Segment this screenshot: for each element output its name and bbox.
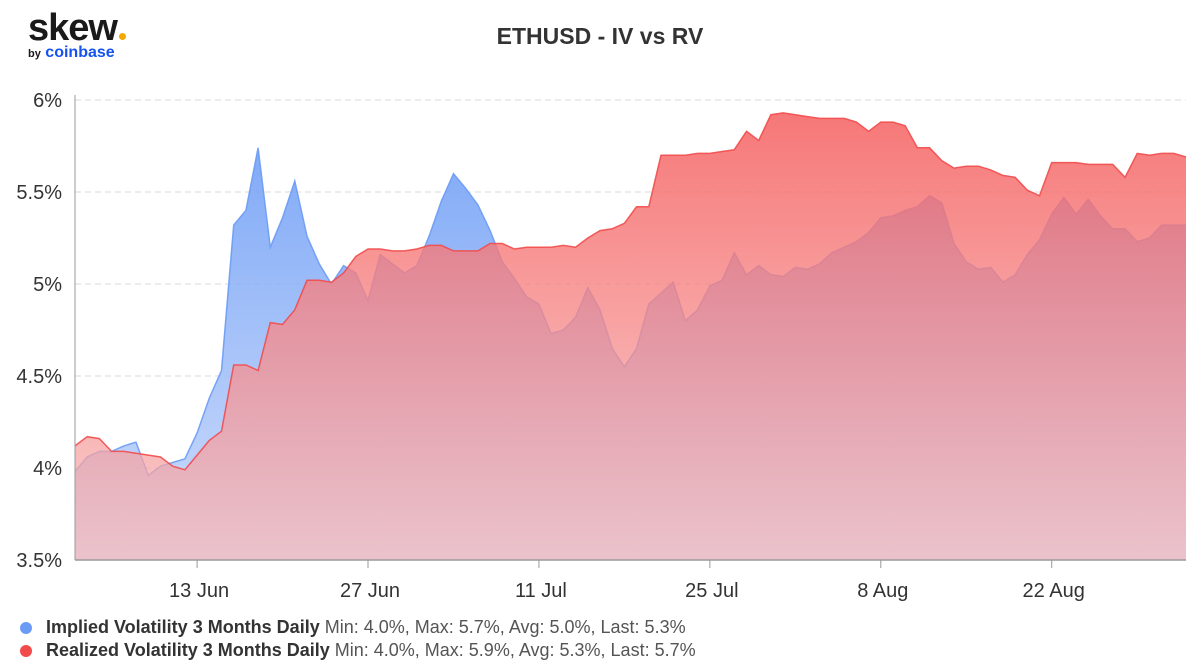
legend-swatch-iv: [20, 622, 32, 634]
legend-series-stats: Min: 4.0%, Max: 5.7%, Avg: 5.0%, Last: 5…: [324, 617, 686, 637]
chart-title: ETHUSD - IV vs RV: [496, 23, 704, 49]
legend-swatch-rv: [20, 645, 32, 657]
skew-logo: skew by coinbase: [28, 8, 138, 68]
chart-canvas: 3.5% 4% 4.5% 5% 5.5% 6% 13 Jun 27 Jun 11 Jul 25 J…: [16, 90, 1187, 602]
y-tick-label: 5.5%: [16, 182, 62, 204]
x-tick-label: 11 Jul: [515, 580, 567, 602]
series-areas: [74, 112, 1187, 561]
series-line-rv: [74, 112, 1187, 471]
logo-company: coinbase: [45, 44, 115, 61]
series-area-rv: [75, 112, 1186, 561]
axes: 3.5% 4% 4.5% 5% 5.5% 6% 13 Jun 27 Jun 11 Jul 25 J…: [16, 90, 1186, 602]
x-tick-label: 22 Aug: [1023, 580, 1085, 602]
logo-dot-icon: [118, 33, 126, 40]
x-tick-label: 8 Aug: [857, 580, 908, 602]
logo-by: by: [28, 48, 41, 60]
legend-series-stats: Min: 4.0%, Max: 5.9%, Avg: 5.3%, Last: 5…: [334, 640, 696, 660]
logo-wordmark: skew: [28, 7, 118, 49]
legend-series-name: Realized Volatility 3 Months Daily: [46, 640, 330, 660]
x-tick-label: 25 Jul: [685, 580, 738, 602]
y-tick-label: 4%: [33, 458, 62, 480]
x-tick-label: 13 Jun: [169, 580, 229, 602]
y-tick-label: 6%: [33, 90, 62, 112]
y-tick-label: 3.5%: [16, 550, 62, 572]
y-tick-label: 4.5%: [16, 366, 62, 388]
y-tick-label: 5%: [33, 274, 62, 296]
legend-item-implied-volatility[interactable]: Implied Volatility 3 Months Daily Min: 4…: [20, 617, 686, 638]
x-tick-label: 27 Jun: [340, 580, 400, 602]
legend-series-name: Implied Volatility 3 Months Daily: [46, 617, 320, 637]
legend-item-realized-volatility[interactable]: Realized Volatility 3 Months Daily Min: …: [20, 640, 696, 661]
